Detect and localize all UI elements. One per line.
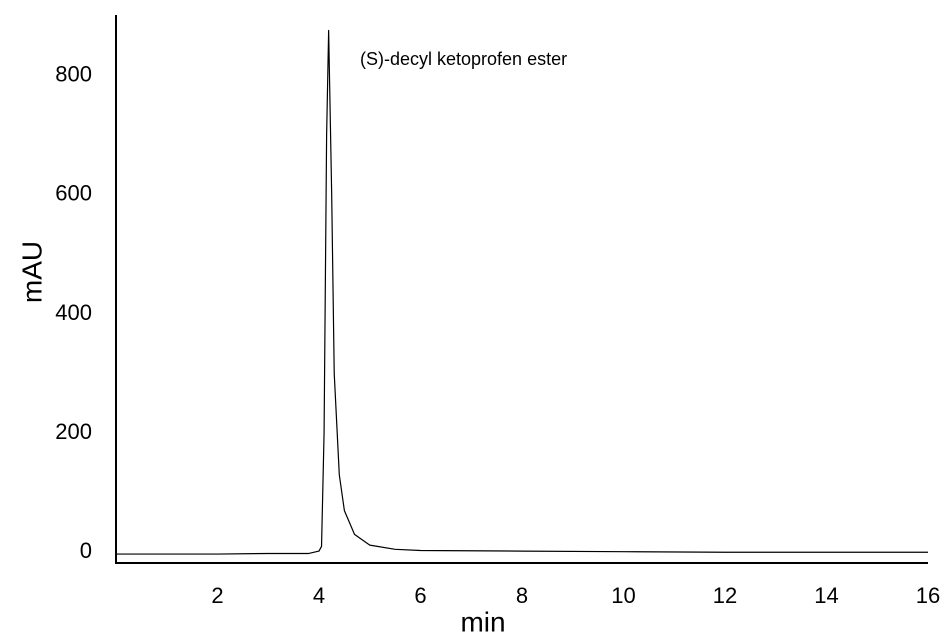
x-tick-label: 16 [916,583,940,608]
x-tick-label: 10 [611,583,635,608]
x-tick-label: 14 [814,583,838,608]
y-tick-label: 200 [55,419,92,444]
y-axis-label: mAU [16,241,47,303]
y-tick-label: 0 [80,538,92,563]
data-line [116,29,928,555]
x-axis-label: min [460,606,505,636]
x-tick-label: 2 [211,583,223,608]
y-tick-label: 600 [55,181,92,206]
y-tick-label: 800 [55,62,92,87]
x-tick-label: 4 [313,583,325,608]
x-tick-label: 12 [713,583,737,608]
x-tick-label: 6 [414,583,426,608]
annotation: (S)-decyl ketoprofen ester [360,49,567,69]
y-tick-label: 400 [55,300,92,325]
x-tick-label: 8 [516,583,528,608]
